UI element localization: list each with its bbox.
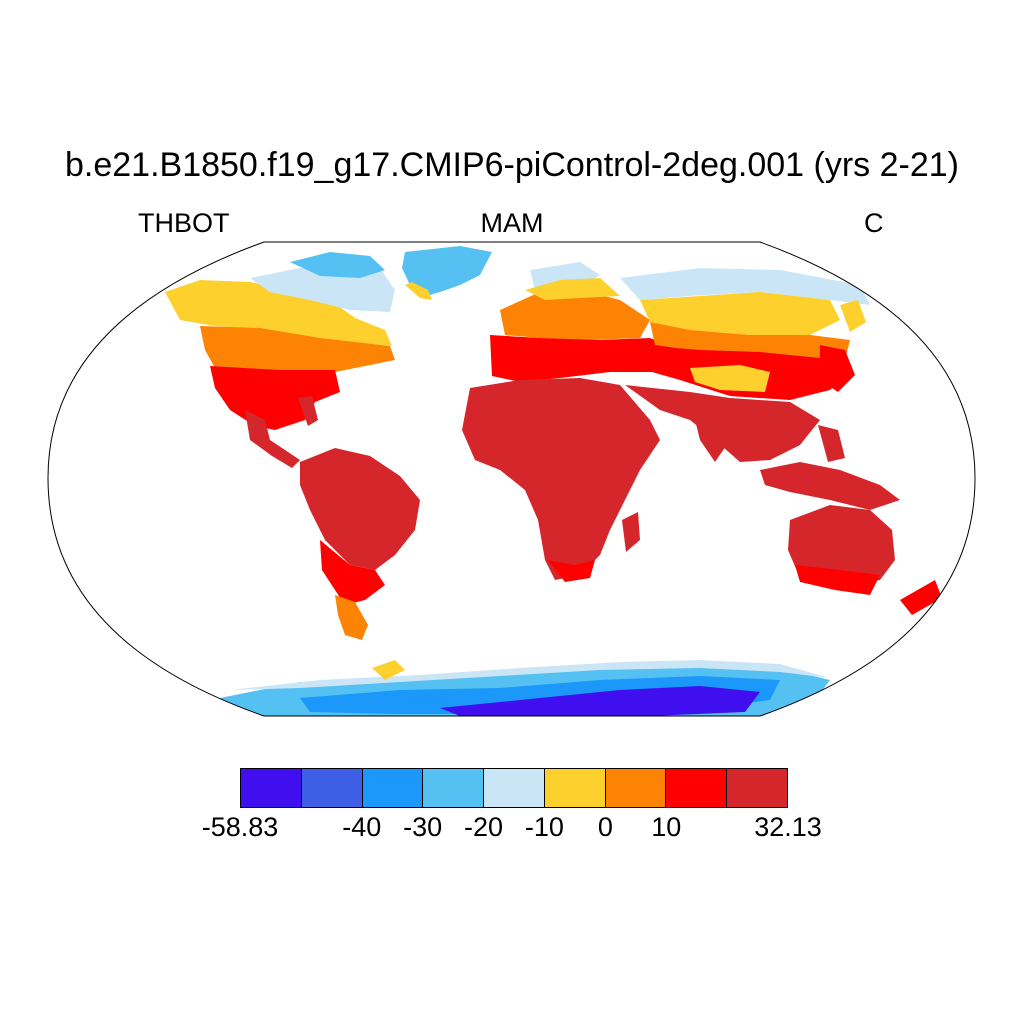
colorbar-box-3 xyxy=(423,769,485,807)
australia xyxy=(788,505,895,585)
india xyxy=(690,400,735,462)
madagascar xyxy=(622,512,640,552)
colorbar-label: -30 xyxy=(403,812,443,842)
colorbar-box-0 xyxy=(241,769,302,807)
colorbar-label: -10 xyxy=(524,812,564,842)
tibet-plateau xyxy=(690,365,770,392)
colorbar-label: 32.13 xyxy=(754,812,822,842)
plot-title: b.e21.B1850.f19_g17.CMIP6-piControl-2deg… xyxy=(65,146,959,184)
colorbar-box-5 xyxy=(544,769,606,807)
colorbar-box-4 xyxy=(484,769,545,807)
asia-warm xyxy=(640,292,840,335)
asia-mild xyxy=(650,322,850,360)
season-label: MAM xyxy=(480,208,544,238)
patagonia xyxy=(335,595,368,640)
antarctic-peninsula xyxy=(372,660,405,680)
new-zealand xyxy=(900,580,942,615)
japan xyxy=(840,300,866,332)
central-america xyxy=(245,410,300,468)
variable-label: THBOT xyxy=(138,208,230,238)
indonesia xyxy=(760,462,900,510)
north-america-hot xyxy=(210,366,340,430)
land-regions xyxy=(165,246,942,716)
colorbar-label: 0 xyxy=(597,812,613,842)
east-asia-coast xyxy=(820,345,855,392)
colorbar-label: -58.83 xyxy=(201,812,279,842)
mediterranean xyxy=(490,335,680,382)
antarctica-plateau xyxy=(440,686,760,716)
africa xyxy=(462,378,660,580)
greenland xyxy=(402,246,492,298)
florida xyxy=(298,396,318,426)
antarctica-edge xyxy=(230,660,830,690)
colorbar-box-7 xyxy=(666,769,728,807)
south-america-south xyxy=(320,540,385,605)
south-africa xyxy=(548,560,595,582)
colorbar-label: -20 xyxy=(464,812,504,842)
siberia xyxy=(620,268,870,305)
philippines xyxy=(818,425,845,462)
arctic-islands xyxy=(290,252,385,278)
colorbar xyxy=(240,768,788,808)
australia-south xyxy=(795,565,880,595)
colorbar-box-2 xyxy=(362,769,424,807)
colorbar-box-6 xyxy=(605,769,667,807)
europe-mild xyxy=(500,290,650,340)
colorbar-label: -40 xyxy=(342,812,382,842)
north-america-mild xyxy=(200,326,395,372)
greenland-edge xyxy=(405,282,432,300)
colorbar-box-1 xyxy=(301,769,363,807)
south-america-hot xyxy=(300,448,420,570)
colorbar-box-8 xyxy=(727,769,788,807)
europe-warm xyxy=(525,278,620,300)
units-label: C xyxy=(864,208,884,238)
north-america-warm xyxy=(165,280,392,346)
globe-outline xyxy=(47,241,976,717)
colorbar-label: 10 xyxy=(651,812,682,842)
